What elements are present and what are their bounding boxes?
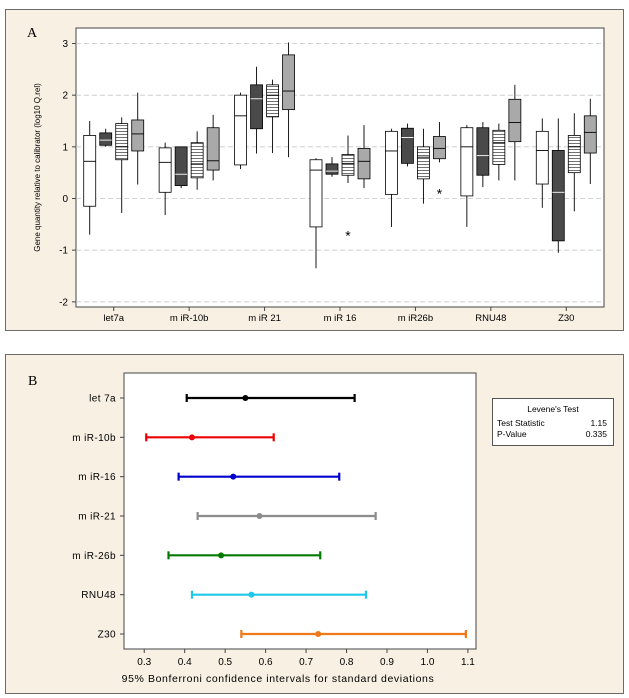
x-tick-label: RNU48 <box>475 313 506 324</box>
levene-test-box: Levene's Test Test Statistic 1.15 P-Valu… <box>492 398 614 446</box>
levene-statistic-label: Test Statistic <box>497 418 545 428</box>
box <box>535 130 549 185</box>
x-tick-label: Z30 <box>558 313 574 324</box>
y-tick-label: -1 <box>59 246 68 257</box>
plot-area <box>123 372 477 650</box>
box <box>266 84 279 118</box>
box <box>341 154 355 176</box>
levene-pvalue-value: 0.335 <box>585 429 607 439</box>
panel-a: A -2 -1 0 1 2 3 Gene quantity relative to cali… <box>5 9 624 331</box>
x-tick-label: 1.0 <box>420 657 434 668</box>
panel-a-letter: A <box>27 26 38 41</box>
box <box>401 127 414 164</box>
y-tick-label: 2 <box>62 91 68 102</box>
levene-title: Levene's Test <box>527 404 579 414</box>
box <box>234 94 247 166</box>
box <box>433 136 446 160</box>
y-tick-label: let 7a <box>89 394 116 405</box>
interval-estimate-dot <box>218 552 225 559</box>
box <box>131 119 145 152</box>
y-tick-label: m iR-16 <box>78 472 116 483</box>
plot-area <box>75 27 605 308</box>
x-axis-label: 95% Bonferroni confidence intervals for … <box>122 673 435 685</box>
box <box>325 163 339 175</box>
box <box>190 142 204 179</box>
interval-estimate-dot <box>242 395 249 401</box>
x-tick-label: 0.7 <box>299 657 313 668</box>
box <box>158 147 172 193</box>
levene-pvalue-label: P-Value <box>497 429 527 439</box>
panel-b: B 0.3 0.4 0.5 0.6 0.7 0.8 0.9 1.0 1.1 95% Bonferr… <box>5 354 624 694</box>
x-tick-label: 0.5 <box>218 657 232 668</box>
x-tick-label: 0.4 <box>178 657 192 668</box>
x-tick-label: m iR26b <box>398 313 433 324</box>
y-tick-label: RNU48 <box>81 590 116 601</box>
interval-estimate-dot <box>188 434 195 441</box>
box <box>583 115 597 154</box>
boxplot-chart: -2 -1 0 1 2 3 Gene quantity relative to calibr… <box>33 27 605 324</box>
y-tick-label: m iR-26b <box>72 551 116 562</box>
y-tick-label: 0 <box>62 194 68 205</box>
box <box>551 150 565 242</box>
interval-estimate-dot <box>248 591 255 598</box>
y-tick-label: -2 <box>59 297 68 308</box>
y-tick-label: Z30 <box>98 630 116 641</box>
x-tick-label: m iR-10b <box>170 313 209 324</box>
box <box>567 135 581 174</box>
box <box>115 123 129 161</box>
box <box>282 54 295 111</box>
y-tick-label: m iR-21 <box>78 512 116 523</box>
outlier-marker: * <box>437 185 443 201</box>
y-tick-label: 1 <box>62 142 68 153</box>
x-tick-label: let7a <box>103 313 124 324</box>
x-tick-label: 0.8 <box>340 657 354 668</box>
box <box>174 146 188 186</box>
box <box>250 84 263 130</box>
box <box>206 127 220 171</box>
interval-estimate-dot <box>230 473 237 480</box>
y-tick-label: 3 <box>62 39 68 50</box>
box <box>476 127 490 176</box>
box <box>385 130 398 195</box>
y-axis-label: Gene quantity relative to calibrator (lo… <box>33 83 42 252</box>
outlier-marker: * <box>345 228 351 244</box>
levene-statistic-value: 1.15 <box>590 418 607 428</box>
box <box>309 159 323 228</box>
box <box>357 147 371 180</box>
x-tick-label: 0.9 <box>380 657 394 668</box>
x-tick-label: 0.3 <box>137 657 151 668</box>
interval-estimate-dot <box>256 513 263 519</box>
panel-b-letter: B <box>28 374 38 389</box>
box <box>99 132 113 146</box>
box <box>460 127 474 197</box>
x-tick-label: 1.1 <box>461 657 475 668</box>
x-tick-label: m iR 21 <box>248 313 281 324</box>
box <box>417 146 430 180</box>
interval-chart: 0.3 0.4 0.5 0.6 0.7 0.8 0.9 1.0 1.1 95% Bonferron… <box>72 372 477 685</box>
box <box>83 135 97 207</box>
y-tick-label: m iR-10b <box>72 433 116 444</box>
x-tick-label: 0.6 <box>259 657 273 668</box>
box <box>508 98 522 143</box>
x-tick-label: m iR 16 <box>324 313 357 324</box>
interval-estimate-dot <box>315 631 322 637</box>
box <box>492 129 506 165</box>
